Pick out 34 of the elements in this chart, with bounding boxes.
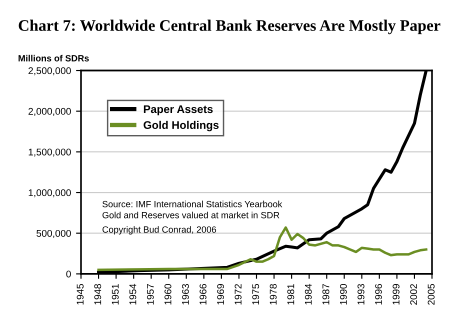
x-tick-label: 1954 (129, 284, 136, 304)
y-tick-label: 1,000,000 (28, 189, 71, 198)
x-tick-label: 1966 (200, 284, 206, 304)
x-tick-label: 1978 (270, 284, 277, 304)
x-tick-label: 1990 (340, 284, 347, 304)
chart-title: Chart 7: Worldwide Central Bank Reserves Are Mostly Paper (18, 20, 440, 34)
annotation: Copyright Bud Conrad, 2006 (102, 226, 216, 235)
y-tick-label: 1,500,000 (28, 148, 71, 157)
x-tick-label: 1945 (76, 284, 84, 304)
x-tick-label: 1975 (252, 284, 260, 304)
x-tick-label: 1981 (287, 284, 294, 304)
x-tick-label: 1969 (217, 284, 224, 304)
x-tick-label: 1984 (304, 284, 312, 304)
x-tick-label: 1960 (164, 284, 172, 304)
line-series (97, 226, 428, 272)
x-tick-label: 1972 (234, 284, 242, 304)
x-tick-label: 1999 (392, 284, 400, 304)
y-tick-label: 2,000,000 (28, 108, 71, 116)
y-axis-title: Millions of SDRs (18, 54, 89, 62)
x-tick-label: 1963 (182, 284, 189, 304)
legend-label: Gold Holdings (144, 120, 219, 132)
annotation: Source: IMF International Statistics Yearbook Gold and Reserves valued at market in SDR (102, 200, 282, 218)
x-tick-label: 1951 (112, 284, 119, 304)
y-tick-label: 2,500,000 (28, 67, 71, 76)
x-tick-label: 1993 (358, 284, 364, 304)
x-tick-label: 2005 (428, 284, 435, 305)
legend-label: Paper Assets (144, 105, 213, 116)
x-tick-label: 1996 (375, 284, 382, 304)
x-tick-label: 2002 (410, 284, 418, 305)
x-tick-label: 1948 (94, 284, 102, 304)
x-tick-label: 1957 (146, 284, 154, 304)
x-tick-label: 1987 (322, 284, 330, 304)
y-tick-label: 0 (66, 270, 71, 278)
y-tick-label: 500,000 (36, 230, 71, 238)
